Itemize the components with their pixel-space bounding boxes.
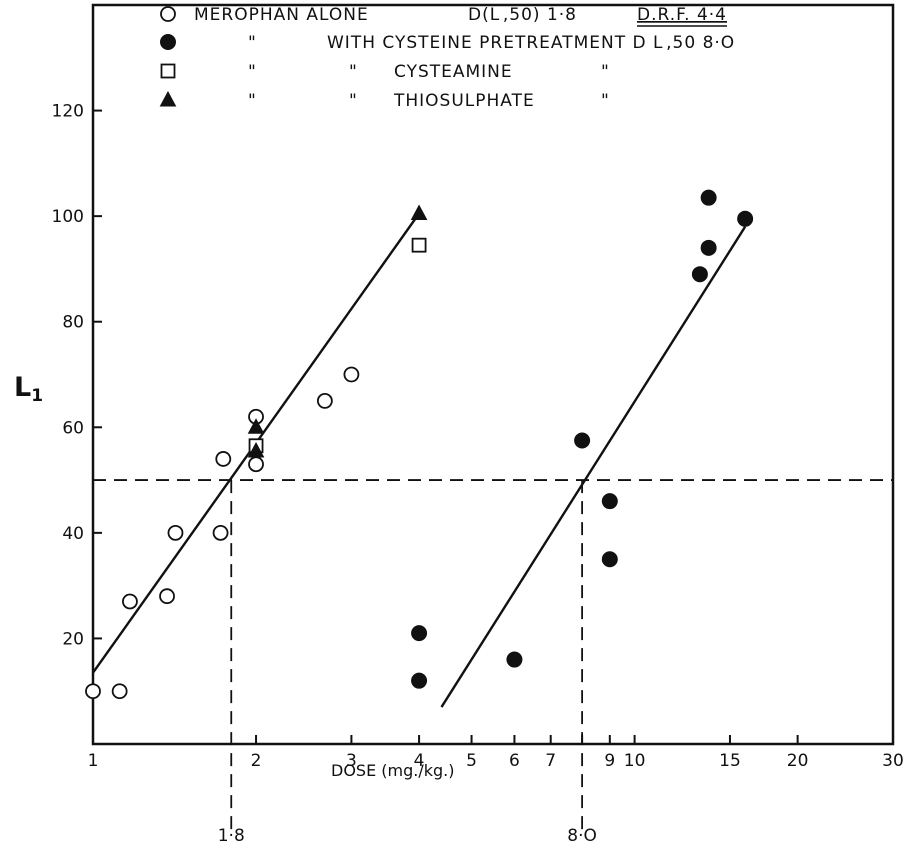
legend-text: D(L ,50) 1·8 xyxy=(468,5,577,25)
plot-border xyxy=(91,3,895,746)
filled-circle-data-point xyxy=(691,266,708,283)
legend-marker-open-square xyxy=(160,63,176,79)
open-circle-data-point xyxy=(215,451,232,467)
y-axis-ticks: 20 40 60 80 100 120 xyxy=(52,102,102,649)
filled-triangle-data-point xyxy=(410,204,428,221)
open-circle-data-point xyxy=(111,683,128,700)
dose-annotation-label: 1·8 xyxy=(218,826,245,846)
legend-text: " xyxy=(248,33,257,53)
y-tick-label: 100 xyxy=(52,207,84,227)
y-tick-label: 80 xyxy=(62,313,84,333)
legend-text: " xyxy=(349,91,358,111)
filled-circle-data-point xyxy=(700,239,717,256)
filled-triangle-data-point xyxy=(247,441,265,458)
y-tick-label: 60 xyxy=(62,418,84,438)
legend-text: THIOSULPHATE xyxy=(393,91,535,111)
dose-annotations: 1·8 8·O xyxy=(218,826,597,846)
x-tick-label: 10 xyxy=(624,751,646,771)
filled-circle-data-point xyxy=(601,493,618,510)
y-axis-title-subscript: 1 xyxy=(31,386,43,406)
open-circle-data-point xyxy=(248,456,264,473)
data-points xyxy=(85,189,754,700)
filled-circle-data-point xyxy=(700,189,717,206)
open-square-data-point xyxy=(411,237,427,253)
legend-text: WITH CYSTEINE PRETREATMENT D L ,50 8·O xyxy=(327,33,735,53)
regression-line xyxy=(440,226,747,708)
open-circle-data-point xyxy=(122,593,138,610)
y-tick-label: 40 xyxy=(62,524,84,544)
legend-text: MEROPHAN ALONE xyxy=(194,5,369,25)
legend-text: " xyxy=(601,62,610,82)
legend-text: " xyxy=(248,62,257,82)
x-tick-label: 15 xyxy=(719,751,741,771)
x-tick-label: 5 xyxy=(466,751,477,771)
filled-circle-data-point xyxy=(411,625,428,642)
x-tick-label: 9 xyxy=(604,751,615,771)
legend: MEROPHAN ALONE D(L ,50) 1·8 D.R.F. 4·4 " WIT… xyxy=(159,5,735,111)
legend-text: CYSTEAMINE xyxy=(394,62,513,82)
filled-circle-data-point xyxy=(411,672,428,689)
y-axis-title-main: L xyxy=(14,372,31,403)
filled-circle-data-point xyxy=(506,651,523,668)
x-tick-label: 4 xyxy=(414,751,425,771)
legend-marker-open-circle xyxy=(160,6,176,22)
dose-annotation-label: 8·O xyxy=(567,826,597,846)
plot-frame xyxy=(91,3,895,746)
legend-marker-filled-circle xyxy=(160,34,176,50)
filled-triangle-data-point xyxy=(247,418,265,434)
x-tick-label: 20 xyxy=(787,751,809,771)
x-tick-label: 30 xyxy=(882,751,904,771)
open-circle-data-point xyxy=(316,392,333,409)
x-tick-label: 7 xyxy=(545,751,556,771)
legend-text: " xyxy=(248,91,257,111)
filled-circle-data-point xyxy=(574,432,591,449)
filled-circle-data-point xyxy=(601,551,618,568)
legend-text: " xyxy=(601,91,610,111)
x-tick-label: 2 xyxy=(251,751,262,771)
y-tick-label: 20 xyxy=(62,629,84,649)
x-axis-ticks: 1 2 3 4 5 6 7 9 10 15 20 30 xyxy=(88,735,904,771)
x-tick-label: 6 xyxy=(509,751,520,771)
open-circle-data-point xyxy=(85,683,101,700)
filled-circle-data-point xyxy=(737,210,754,227)
open-circle-data-point xyxy=(343,366,360,383)
y-axis-title: L1 xyxy=(14,372,43,406)
legend-text: " xyxy=(349,62,358,82)
open-circle-data-point xyxy=(212,524,229,541)
open-circle-data-point xyxy=(159,588,175,605)
legend-marker-filled-triangle xyxy=(159,90,177,107)
x-tick-label: 3 xyxy=(346,751,357,771)
x-axis-title: DOSE (mg./kg.) xyxy=(331,761,454,780)
legend-text: D.R.F. 4·4 xyxy=(637,5,727,25)
reference-lines xyxy=(93,479,893,836)
open-circle-data-point xyxy=(167,524,184,541)
y-tick-label: 120 xyxy=(52,102,84,122)
x-tick-label: 1 xyxy=(88,751,99,771)
